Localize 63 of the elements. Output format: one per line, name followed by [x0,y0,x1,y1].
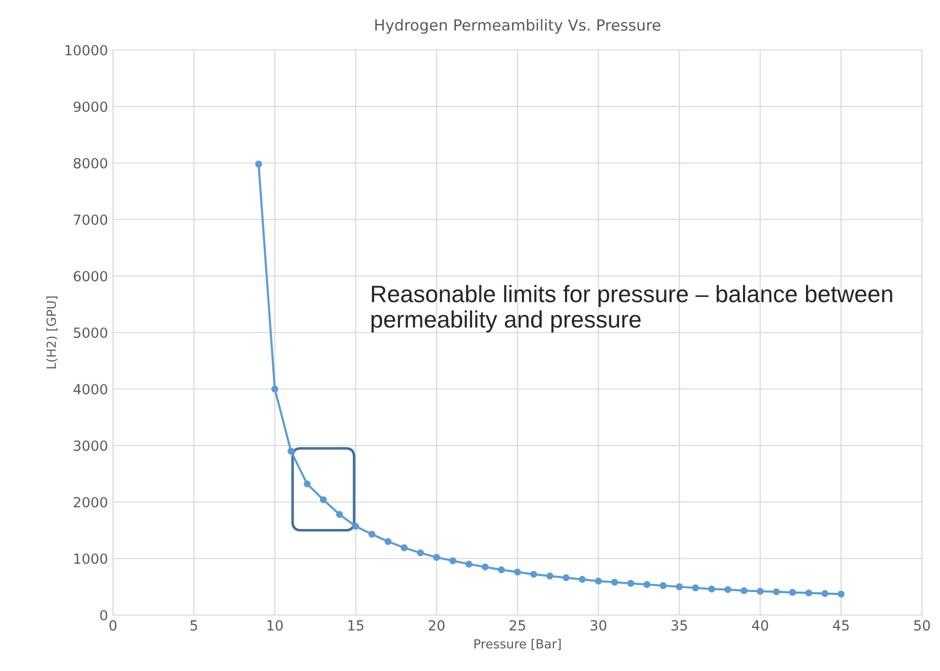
y-tick-label: 1000 [74,553,108,564]
point [740,587,748,594]
point [578,576,586,583]
point [271,386,278,392]
point [546,572,554,580]
x-tick-label: 25 [510,620,526,631]
x-tick-label: 30 [590,620,606,631]
x-axis-title: Pressure [Bar] [474,638,561,650]
point [643,581,650,588]
point [433,554,440,561]
point [805,589,812,596]
x-tick-label: 15 [348,620,364,631]
point [627,580,634,587]
point [449,557,456,564]
point [594,578,602,585]
point [416,549,424,556]
point [400,544,408,552]
x-tick-label: 45 [832,620,849,631]
point [288,448,294,455]
y-tick-label: 3000 [74,440,108,451]
annotation: Reasonable limits for pressure – balance between permeability and pressure [372,285,892,332]
point [692,584,699,592]
x-tick-label: 5 [190,620,198,631]
point [482,564,489,570]
point [514,568,521,576]
y-tick-label: 2000 [74,496,108,508]
point [676,583,683,590]
point [465,560,472,568]
point [756,588,764,595]
point [789,588,796,596]
x-tick-label: 0 [109,620,116,631]
point [498,566,505,574]
point [368,530,376,538]
point [352,522,360,530]
point [708,586,716,592]
x-tick-label: 35 [672,620,687,631]
chart-title: Hydrogen Permeambility Vs. Pressure [375,18,660,34]
y-tick-label: 7000 [74,214,108,225]
point [724,586,732,594]
point [384,538,392,546]
point [304,480,311,488]
point [838,590,845,598]
point [562,574,570,582]
point [255,160,262,168]
point [821,590,828,598]
x-tick-label: 20 [428,620,445,631]
y-tick-label: 0 [100,610,108,620]
point [772,588,780,596]
y-tick-label: 9000 [74,101,108,112]
y-tick-label: 4000 [73,384,108,394]
y-tick-label: 5000 [74,327,108,338]
y-tick-label: 10000 [65,44,108,56]
point [611,578,618,586]
point [530,570,538,578]
point [336,510,343,518]
y-tick-label: 6000 [74,270,108,282]
y-tick-label: 8000 [74,158,108,168]
y-axis-title: L(H2) [GPU] [46,296,58,368]
point [660,582,667,590]
x-tick-label: 40 [752,620,768,631]
x-tick-label: 50 [914,620,930,631]
x-tick-label: 10 [267,620,283,631]
point [320,496,327,504]
